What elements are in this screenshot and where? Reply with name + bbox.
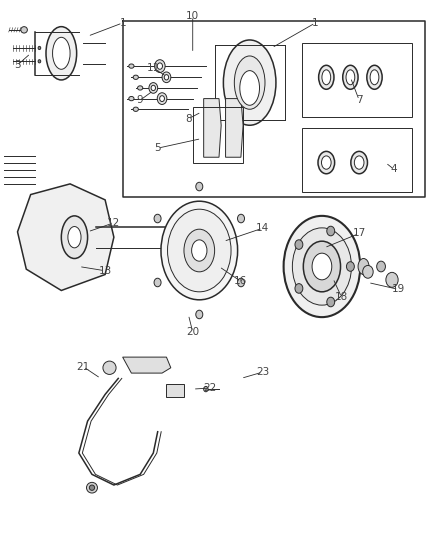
Polygon shape bbox=[204, 99, 221, 157]
Ellipse shape bbox=[303, 241, 341, 292]
Ellipse shape bbox=[354, 156, 364, 169]
Ellipse shape bbox=[38, 60, 41, 63]
Text: 10: 10 bbox=[186, 11, 199, 21]
Circle shape bbox=[196, 310, 203, 319]
Circle shape bbox=[149, 83, 158, 93]
Polygon shape bbox=[18, 184, 114, 290]
Ellipse shape bbox=[346, 70, 355, 85]
Circle shape bbox=[157, 63, 162, 69]
Circle shape bbox=[237, 278, 244, 287]
Text: 7: 7 bbox=[356, 95, 363, 105]
Ellipse shape bbox=[61, 216, 88, 259]
Text: 9: 9 bbox=[137, 95, 144, 105]
Ellipse shape bbox=[234, 56, 265, 109]
Circle shape bbox=[295, 240, 303, 249]
Ellipse shape bbox=[129, 96, 134, 101]
Ellipse shape bbox=[358, 259, 369, 274]
Circle shape bbox=[363, 265, 373, 278]
Text: 17: 17 bbox=[353, 229, 366, 238]
Ellipse shape bbox=[321, 156, 331, 169]
Ellipse shape bbox=[68, 227, 81, 248]
Ellipse shape bbox=[367, 66, 382, 90]
Text: 3: 3 bbox=[14, 60, 21, 70]
Text: 18: 18 bbox=[335, 293, 348, 302]
Ellipse shape bbox=[204, 386, 208, 392]
Circle shape bbox=[157, 93, 167, 104]
Circle shape bbox=[159, 96, 164, 102]
Text: 4: 4 bbox=[391, 165, 398, 174]
Text: 22: 22 bbox=[204, 383, 217, 393]
Ellipse shape bbox=[192, 240, 207, 261]
Text: 11: 11 bbox=[147, 63, 160, 73]
Ellipse shape bbox=[129, 64, 134, 68]
Circle shape bbox=[327, 297, 335, 307]
Text: 5: 5 bbox=[154, 143, 161, 153]
Circle shape bbox=[377, 261, 385, 272]
Text: 23: 23 bbox=[256, 367, 269, 377]
Circle shape bbox=[151, 85, 155, 91]
Circle shape bbox=[154, 278, 161, 287]
Polygon shape bbox=[123, 357, 171, 373]
Ellipse shape bbox=[318, 151, 335, 174]
Text: 21: 21 bbox=[77, 362, 90, 372]
Ellipse shape bbox=[103, 361, 116, 374]
Circle shape bbox=[295, 284, 303, 293]
Ellipse shape bbox=[351, 151, 367, 174]
Circle shape bbox=[155, 60, 165, 72]
Text: 20: 20 bbox=[186, 327, 199, 337]
Ellipse shape bbox=[86, 482, 97, 493]
Ellipse shape bbox=[318, 66, 334, 90]
Circle shape bbox=[196, 182, 203, 191]
Circle shape bbox=[154, 214, 161, 223]
Ellipse shape bbox=[312, 253, 332, 280]
Text: 19: 19 bbox=[392, 285, 405, 294]
Text: 16: 16 bbox=[234, 277, 247, 286]
Ellipse shape bbox=[133, 75, 138, 79]
Circle shape bbox=[327, 226, 335, 236]
Ellipse shape bbox=[184, 229, 215, 272]
Ellipse shape bbox=[370, 70, 379, 85]
Ellipse shape bbox=[284, 216, 360, 317]
Ellipse shape bbox=[89, 485, 95, 490]
Ellipse shape bbox=[21, 27, 27, 33]
Ellipse shape bbox=[240, 70, 259, 106]
Circle shape bbox=[237, 214, 244, 223]
Ellipse shape bbox=[133, 107, 138, 111]
Polygon shape bbox=[226, 99, 243, 157]
Ellipse shape bbox=[293, 228, 351, 305]
Circle shape bbox=[164, 75, 169, 80]
Text: 1: 1 bbox=[312, 18, 319, 28]
Ellipse shape bbox=[322, 70, 331, 85]
Bar bbox=[302, 128, 412, 192]
Text: 14: 14 bbox=[256, 223, 269, 233]
Text: 1: 1 bbox=[119, 18, 126, 28]
Ellipse shape bbox=[138, 86, 143, 90]
Ellipse shape bbox=[168, 209, 231, 292]
Ellipse shape bbox=[46, 27, 77, 80]
Circle shape bbox=[346, 262, 354, 271]
Text: 13: 13 bbox=[99, 266, 112, 276]
Text: 12: 12 bbox=[107, 218, 120, 228]
Bar bbox=[166, 384, 184, 397]
Circle shape bbox=[386, 272, 398, 287]
Ellipse shape bbox=[223, 40, 276, 125]
Circle shape bbox=[162, 72, 171, 83]
Ellipse shape bbox=[53, 37, 70, 69]
Ellipse shape bbox=[161, 201, 237, 300]
Ellipse shape bbox=[343, 66, 358, 90]
Bar bbox=[193, 107, 243, 163]
Ellipse shape bbox=[38, 46, 41, 50]
Bar bbox=[302, 43, 412, 117]
Text: 8: 8 bbox=[185, 114, 192, 124]
